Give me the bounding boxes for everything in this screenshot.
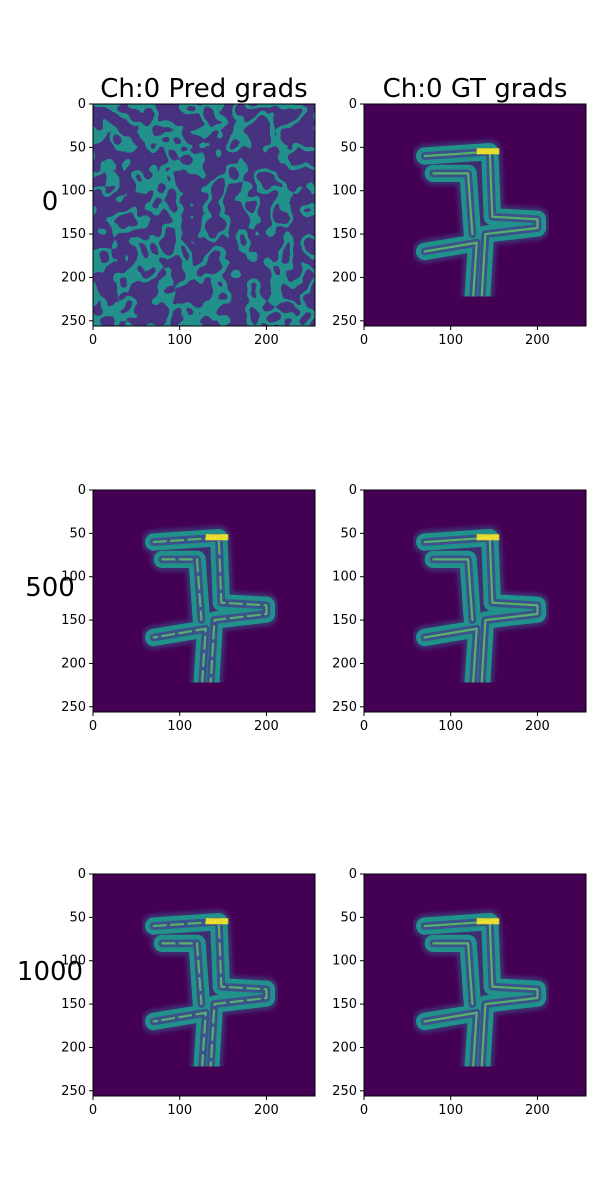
y-tick-label: 250 [61,700,86,715]
y-tick-label: 250 [332,700,357,715]
heatmap-panel-3: 0 100 200 0 50 100 150 200 250 [332,483,587,734]
panel-title: Ch:0 GT grads [383,74,568,104]
y-tick-label: 200 [61,656,86,671]
y-tick-label: 150 [332,997,357,1012]
panel-title: Ch:0 Pred grads [100,74,307,104]
x-tick-label: 0 [360,333,368,348]
x-tick-label: 100 [438,333,463,348]
x-tick-label: 100 [167,1103,192,1118]
row-label: 0 [42,187,59,217]
y-tick-label: 100 [332,954,357,969]
x-tick-label: 100 [167,719,192,734]
x-tick-label: 0 [89,333,97,348]
y-tick-label: 50 [69,910,86,925]
y-tick-label: 200 [61,270,86,285]
x-tick-label: 100 [167,333,192,348]
x-tick-label: 200 [525,1103,550,1118]
y-tick-label: 200 [332,270,357,285]
y-tick-label: 100 [61,184,86,199]
y-tick-label: 150 [61,227,86,242]
x-tick-label: 200 [254,333,279,348]
x-tick-label: 0 [360,1103,368,1118]
heatmap-panel-4: 0 100 200 0 50 100 150 200 250 1000 [17,867,316,1118]
y-tick-label: 100 [332,570,357,585]
y-tick-label: 150 [332,227,357,242]
x-tick-label: 100 [438,1103,463,1118]
heatmap-panel-5: 0 100 200 0 50 100 150 200 250 [332,867,587,1118]
y-tick-label: 0 [349,867,357,882]
x-tick-label: 100 [438,719,463,734]
y-tick-label: 200 [332,656,357,671]
x-tick-label: 200 [525,333,550,348]
y-tick-label: 0 [349,483,357,498]
x-tick-label: 200 [254,719,279,734]
y-tick-label: 100 [332,184,357,199]
x-tick-label: 0 [89,719,97,734]
y-tick-label: 50 [69,526,86,541]
y-tick-label: 50 [69,140,86,155]
y-tick-label: 250 [332,314,357,329]
y-tick-label: 150 [61,997,86,1012]
y-tick-label: 250 [61,1084,86,1099]
y-tick-label: 100 [61,954,86,969]
y-tick-label: 150 [61,613,86,628]
y-tick-label: 50 [340,910,357,925]
heatmap-panel-2: 0 100 200 0 50 100 150 200 250 500 [25,483,316,734]
y-tick-label: 100 [61,570,86,585]
y-tick-label: 50 [340,526,357,541]
row-label: 1000 [17,957,83,987]
y-tick-label: 200 [61,1040,86,1055]
y-tick-label: 250 [61,314,86,329]
y-tick-label: 0 [78,483,86,498]
y-tick-label: 0 [349,97,357,112]
y-tick-label: 50 [340,140,357,155]
row-label: 500 [25,573,75,603]
y-tick-label: 200 [332,1040,357,1055]
x-tick-label: 0 [360,719,368,734]
x-tick-label: 200 [254,1103,279,1118]
heatmap-panel-1: 0 100 200 0 50 100 150 200 250 Ch:0 GT grads [332,74,587,348]
y-tick-label: 250 [332,1084,357,1099]
x-tick-label: 0 [89,1103,97,1118]
y-tick-label: 0 [78,97,86,112]
y-tick-label: 0 [78,867,86,882]
y-tick-label: 150 [332,613,357,628]
x-tick-label: 200 [525,719,550,734]
